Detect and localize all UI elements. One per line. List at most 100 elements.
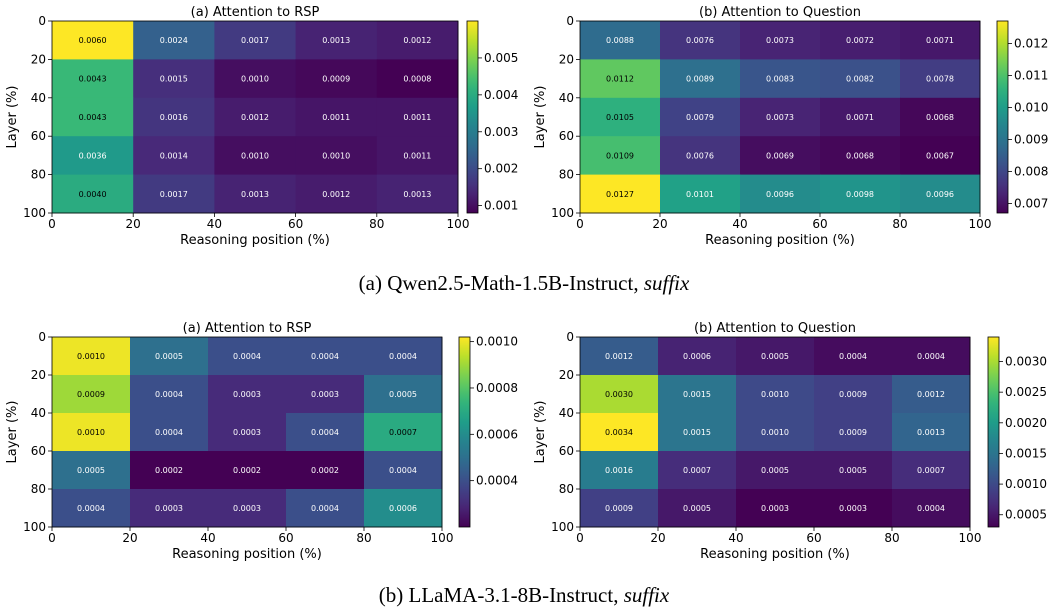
cell-value-label: 0.0127 [606, 190, 634, 199]
heatmap-cell [52, 21, 134, 60]
heatmap-cell [286, 489, 365, 528]
cell-value-label: 0.0012 [403, 36, 431, 45]
heatmap-cell [208, 489, 287, 528]
heatmap-cell [580, 174, 661, 214]
x-axis-label: Reasoning position (%) [705, 233, 855, 248]
cell-value-label: 0.0010 [761, 428, 789, 437]
x-tick-label: 80 [884, 531, 899, 545]
heatmap-cell [814, 375, 893, 414]
heatmap-cell [820, 21, 901, 60]
cell-value-label: 0.0067 [926, 151, 954, 160]
heatmap-cell [740, 174, 821, 214]
heatmap-cell [900, 97, 981, 137]
heatmap-cell [133, 97, 215, 137]
heatmap-cell [208, 413, 287, 452]
x-tick-label: 0 [48, 531, 56, 545]
x-tick-label: 60 [278, 531, 293, 545]
heatmap-cell [295, 59, 378, 99]
heatmap-cell [892, 451, 971, 490]
heatmap-cell [130, 375, 209, 414]
cell-value-label: 0.0006 [683, 352, 711, 361]
cell-value-label: 0.0098 [846, 190, 874, 199]
heatmap-cell [660, 174, 741, 214]
cell-value-label: 0.0034 [605, 428, 633, 437]
cell-value-label: 0.0002 [155, 466, 183, 475]
cell-value-label: 0.0004 [311, 504, 339, 513]
heatmap-panel-4: (b) Attention to Question 0.0012 0.0006 0.0… [533, 321, 1047, 562]
cell-value-label: 0.0011 [403, 151, 431, 160]
cell-value-label: 0.0013 [322, 36, 350, 45]
caption-bottom: (b) LLaMA-3.1-8B-Instruct, suffix [0, 583, 1048, 608]
colorbar-tick-label: 0.012 [1014, 36, 1048, 50]
cell-value-label: 0.0024 [160, 36, 188, 45]
y-tick-label: 0 [566, 330, 574, 344]
heatmap-panel-3: (a) Attention to RSP 0.0010 0.0005 0.0004 0.… [5, 321, 518, 562]
cell-value-label: 0.0004 [917, 504, 945, 513]
y-axis-label: Layer (%) [5, 401, 20, 464]
y-tick-label: 100 [23, 206, 46, 220]
heatmap-cell [736, 413, 815, 452]
colorbar-tick-label: 0.0006 [476, 427, 518, 441]
cell-value-label: 0.0003 [839, 504, 867, 513]
cell-value-label: 0.0012 [241, 113, 269, 122]
colorbar-tick-label: 0.003 [484, 125, 518, 139]
heatmap-cell [52, 136, 134, 176]
cell-value-label: 0.0009 [77, 390, 105, 399]
heatmap-cell [364, 413, 443, 452]
cell-value-label: 0.0004 [155, 390, 183, 399]
cell-value-label: 0.0011 [403, 113, 431, 122]
x-tick-label: 40 [200, 531, 215, 545]
heatmap-cell [580, 451, 659, 490]
heatmap-cell [892, 375, 971, 414]
panel-title: (b) Attention to Question [694, 321, 856, 336]
cell-value-label: 0.0012 [322, 190, 350, 199]
heatmap-cell [364, 451, 443, 490]
heatmap-cell [658, 337, 737, 376]
heatmap-cell [286, 337, 365, 376]
y-tick-label: 20 [31, 368, 46, 382]
heatmap-cell [133, 136, 215, 176]
heatmap-cell [892, 413, 971, 452]
cell-value-label: 0.0089 [686, 75, 714, 84]
cell-value-label: 0.0071 [926, 36, 954, 45]
x-axis-label: Reasoning position (%) [172, 547, 322, 562]
colorbar [458, 336, 471, 528]
cell-value-label: 0.0109 [606, 151, 634, 160]
heatmap-cell [580, 413, 659, 452]
heatmap-cell [658, 413, 737, 452]
colorbar-tick-label: 0.011 [1014, 68, 1048, 82]
cell-value-label: 0.0010 [241, 75, 269, 84]
cell-value-label: 0.0002 [233, 466, 261, 475]
heatmap-cell [740, 136, 821, 176]
heatmap-cell [892, 489, 971, 528]
y-axis-label: Layer (%) [533, 86, 548, 149]
cell-value-label: 0.0011 [322, 113, 350, 122]
colorbar-tick-label: 0.0015 [1005, 446, 1047, 460]
cell-value-label: 0.0083 [766, 75, 794, 84]
cell-value-label: 0.0007 [683, 466, 711, 475]
x-tick-label: 100 [431, 531, 454, 545]
heatmap-cell [52, 97, 134, 137]
heatmap-cell [208, 337, 287, 376]
colorbar-tick-label: 0.0010 [1005, 477, 1047, 491]
x-tick-label: 80 [892, 217, 907, 231]
heatmap-cell [214, 136, 297, 176]
y-tick-label: 100 [551, 520, 574, 534]
cell-value-label: 0.0015 [160, 75, 188, 84]
cell-value-label: 0.0096 [926, 190, 954, 199]
cell-value-label: 0.0013 [917, 428, 945, 437]
x-tick-label: 100 [447, 217, 470, 231]
cell-value-label: 0.0105 [606, 113, 634, 122]
heatmap-cell [736, 337, 815, 376]
plot-frame [579, 336, 971, 528]
x-tick-label: 40 [207, 217, 222, 231]
cell-value-label: 0.0013 [403, 190, 431, 199]
cell-value-label: 0.0060 [79, 36, 107, 45]
y-tick-label: 80 [559, 482, 574, 496]
cell-value-label: 0.0014 [160, 151, 188, 160]
cell-value-label: 0.0007 [917, 466, 945, 475]
heatmap-cell [580, 489, 659, 528]
cell-value-label: 0.0005 [389, 390, 417, 399]
heatmap-cell [658, 451, 737, 490]
heatmap-cell [900, 21, 981, 60]
